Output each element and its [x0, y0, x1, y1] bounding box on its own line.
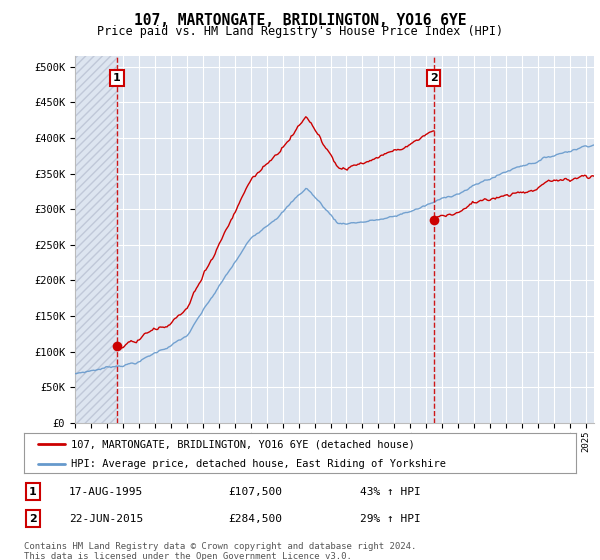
- Bar: [75, 56, 117, 423]
- Text: 22-JUN-2015: 22-JUN-2015: [69, 514, 143, 524]
- Text: Contains HM Land Registry data © Crown copyright and database right 2024.
This d: Contains HM Land Registry data © Crown c…: [24, 542, 416, 560]
- Text: £284,500: £284,500: [228, 514, 282, 524]
- Text: 107, MARTONGATE, BRIDLINGTON, YO16 6YE (detached house): 107, MARTONGATE, BRIDLINGTON, YO16 6YE (…: [71, 439, 415, 449]
- Text: 2: 2: [29, 514, 37, 524]
- Text: Price paid vs. HM Land Registry's House Price Index (HPI): Price paid vs. HM Land Registry's House …: [97, 25, 503, 38]
- Text: 2: 2: [430, 73, 438, 83]
- Text: HPI: Average price, detached house, East Riding of Yorkshire: HPI: Average price, detached house, East…: [71, 459, 446, 469]
- Text: £107,500: £107,500: [228, 487, 282, 497]
- Text: 17-AUG-1995: 17-AUG-1995: [69, 487, 143, 497]
- Text: 1: 1: [29, 487, 37, 497]
- Text: 1: 1: [113, 73, 121, 83]
- Text: 107, MARTONGATE, BRIDLINGTON, YO16 6YE: 107, MARTONGATE, BRIDLINGTON, YO16 6YE: [134, 13, 466, 29]
- Text: 29% ↑ HPI: 29% ↑ HPI: [360, 514, 421, 524]
- Text: 43% ↑ HPI: 43% ↑ HPI: [360, 487, 421, 497]
